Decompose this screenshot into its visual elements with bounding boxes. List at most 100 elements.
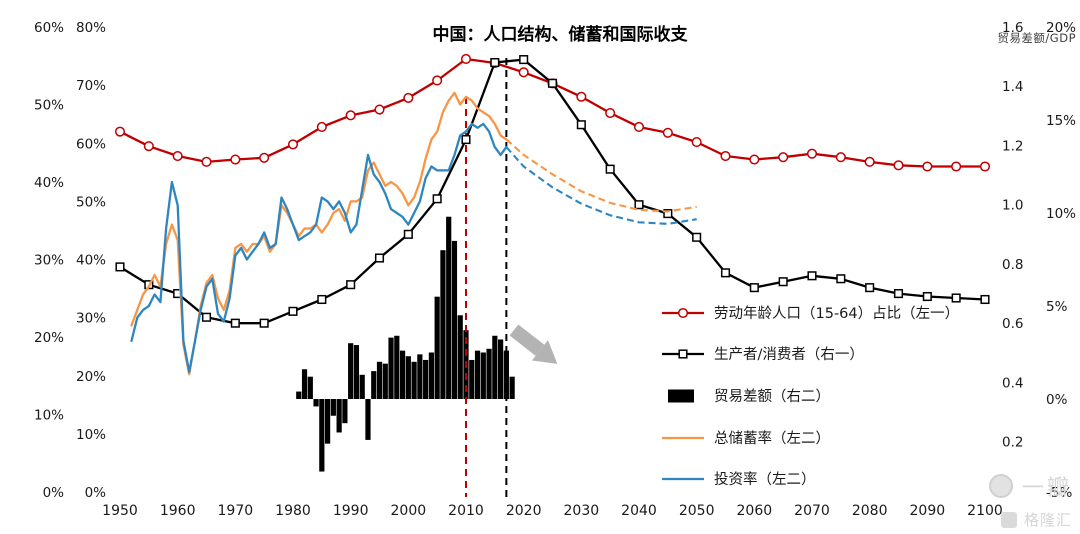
labor-share-marker (259, 152, 270, 163)
trade-balance-bar (376, 361, 383, 399)
labor-share-marker (605, 107, 616, 119)
legend-label: 生产者/消费者（右一） (714, 346, 864, 363)
producer-consumer-marker (692, 232, 702, 242)
producer-consumer-marker (259, 318, 269, 328)
trade-balance-bar (457, 315, 463, 399)
labor-share-line (118, 57, 987, 168)
trade-balance-bar (486, 348, 492, 399)
left-outer-tick-label: 60% (34, 20, 64, 36)
labor-share-marker (835, 152, 846, 163)
left-inner-tick-label: 70% (76, 78, 106, 94)
right-inner-tick-label: 1.2 (1002, 138, 1023, 154)
chart-title: 中国：人口结构、储蓄和国际收支 (432, 25, 688, 45)
labor-share-marker (864, 156, 875, 167)
watermark: 一瓣 格隆汇 (988, 470, 1072, 530)
right-inner-tick-label: 0.2 (1002, 435, 1023, 451)
trade-balance-bar (440, 250, 446, 399)
legend-circle-marker (677, 307, 689, 319)
left-inner-tick-label: 30% (76, 311, 106, 327)
right-inner-tick-label: 0.4 (1002, 375, 1023, 391)
labor-share-marker (114, 126, 126, 137)
x-tick-label: 2090 (910, 503, 946, 519)
labor-share-marker (432, 75, 443, 86)
producer-consumer-marker (663, 209, 673, 219)
trade-balance-bar (307, 376, 313, 399)
legend-item-1: 劳动年龄人口（15-64）占比（左一） (662, 305, 959, 322)
legend-bar-swatch (668, 389, 694, 403)
x-tick-label: 2030 (564, 503, 600, 519)
legend-item-5: 投资率（左二） (662, 471, 816, 488)
trade-balance-bar (434, 296, 440, 399)
trend-arrow (509, 324, 558, 364)
producer-consumer-marker (836, 274, 846, 284)
watermark-text-1: 一瓣 (1021, 476, 1072, 501)
right-outer-tick-label: 5% (1046, 299, 1068, 315)
legend-label: 投资率（左二） (714, 471, 816, 488)
trade-balance-bar (365, 399, 371, 440)
producer-consumer-marker (317, 294, 327, 305)
trade-balance-bar (428, 352, 434, 399)
labor-share-marker (230, 154, 241, 165)
trade-balance-bar (313, 399, 319, 407)
watermark-row-2: 格隆汇 (989, 509, 1072, 530)
labor-share-marker (633, 121, 645, 133)
investment-rate-line (130, 122, 508, 374)
legend-label: 总储蓄率（左二） (714, 430, 830, 447)
trade-balance-bar (498, 339, 504, 399)
left-inner-tick-label: 80% (76, 20, 106, 36)
trade-balance-bar (301, 369, 308, 399)
trade-balance-bar (417, 354, 423, 399)
labor-share-marker (749, 154, 760, 165)
producer-consumer-marker (288, 306, 298, 316)
producer-consumer-marker (605, 164, 615, 174)
watermark-logo2-icon (1000, 511, 1017, 528)
watermark-logo-icon (988, 474, 1013, 498)
trade-balance-bar (342, 399, 348, 424)
producer-consumer-marker (519, 55, 529, 65)
right-outer-tick-label: -5% (1046, 485, 1072, 501)
labor-share-marker (460, 53, 472, 65)
legend-item-3: 贸易差额（右二） (668, 388, 830, 405)
labor-share-marker (172, 150, 183, 162)
right-outer-tick-label: 10% (1046, 206, 1076, 222)
producer-consumer-marker (403, 229, 413, 239)
watermark-row-1: 一瓣 (988, 470, 1072, 502)
left-outer-tick-label: 50% (34, 98, 64, 114)
trade-balance-bar (348, 343, 354, 399)
labor-share-marker (806, 148, 818, 159)
trade-balance-bar (388, 337, 394, 399)
x-tick-label: 2080 (852, 503, 888, 519)
x-tick-label: 2100 (967, 503, 1003, 519)
trade-balance-bar (330, 399, 336, 416)
producer-consumer-marker (374, 253, 385, 263)
trade-balance-bar (480, 352, 486, 399)
right-outer-tick-label: 0% (1046, 392, 1068, 408)
labor-share-marker (374, 104, 385, 115)
labor-share-marker (316, 121, 327, 133)
trade-balance-bar (509, 376, 515, 399)
legend-square-marker (678, 349, 688, 359)
trade-balance-bar (446, 216, 452, 399)
x-tick-label: 2070 (794, 503, 830, 519)
trend-arrow-head (532, 340, 558, 364)
watermark-text-2: 格隆汇 (1023, 511, 1072, 529)
legend-item-4: 总储蓄率（左二） (662, 430, 830, 447)
trade-balance-bar (382, 363, 388, 399)
trade-balance-bar (336, 399, 342, 433)
left-inner-tick-label: 10% (76, 427, 106, 443)
trade-balance-bar (399, 350, 406, 399)
labor-share-marker (403, 92, 414, 103)
producer-consumer-marker (720, 268, 731, 278)
trade-balance-bar (423, 359, 429, 399)
producer-consumer-marker (490, 57, 500, 68)
left-outer-tick-label: 30% (34, 253, 64, 269)
producer-consumer-marker (230, 318, 240, 328)
labor-share-marker (720, 150, 731, 162)
x-tick-label: 1980 (275, 503, 311, 519)
legend-item-2: 生产者/消费者（右一） (662, 346, 864, 363)
trade-balance-bar (394, 335, 400, 399)
labor-share-marker (201, 156, 212, 167)
left-outer-tick-label: 20% (34, 330, 64, 346)
right-axis-header: 贸易差额/GDP (997, 31, 1076, 45)
